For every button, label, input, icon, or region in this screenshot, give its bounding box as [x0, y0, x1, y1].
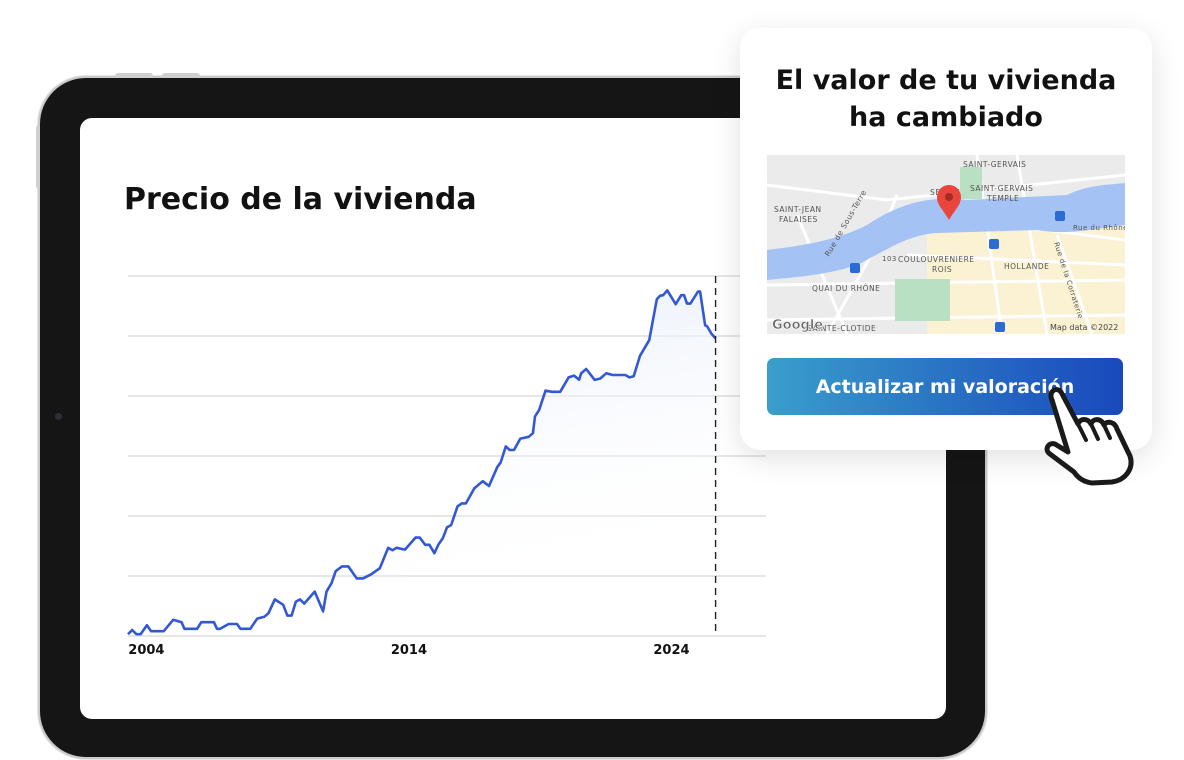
card-title-line-1: El valor de tu vivienda — [775, 65, 1117, 96]
tram-icon — [995, 322, 1005, 332]
card-title-line-2: ha cambiado — [849, 102, 1043, 133]
x-tick-label: 2014 — [391, 643, 427, 658]
valuation-card: El valor de tu vivienda ha cambiado SAIN… — [740, 28, 1152, 450]
map-label: 103 — [882, 255, 897, 263]
map-attribution[interactable]: Map data ©2022 — [1050, 323, 1118, 332]
google-logo: Google — [772, 318, 823, 333]
camera-icon — [55, 413, 62, 420]
park-north — [960, 167, 982, 199]
map-label: FALAISES — [779, 215, 818, 224]
map-label: SAINT-GERVAIS — [963, 160, 1026, 169]
river — [767, 183, 1125, 280]
update-valuation-button[interactable]: Actualizar mi valoración — [767, 358, 1123, 415]
card-title: El valor de tu vivienda ha cambiado — [740, 62, 1152, 136]
tram-icon — [989, 239, 999, 249]
x-tick-label: 2024 — [653, 643, 689, 658]
tram-icon — [850, 263, 860, 273]
map-label: COULOUVRENIERE — [898, 255, 975, 264]
map-label: Rue du Rhône — [1073, 224, 1125, 232]
map-label: SAINT-GERVAIS — [970, 184, 1033, 193]
x-tick-label: 2004 — [128, 643, 164, 658]
tram-icon — [1055, 211, 1065, 221]
transit-icons — [850, 211, 1065, 332]
series-line — [127, 289, 717, 636]
area-fill — [128, 290, 716, 636]
map-label: TEMPLE — [986, 194, 1019, 203]
map[interactable]: SAINT-GERVAIS SEUJET SAINT-GERVAIS TEMPL… — [767, 155, 1125, 334]
map-label: ROIS — [932, 265, 952, 274]
price-chart: 2004 2014 2024 — [127, 275, 766, 658]
map-label: HOLLANDE — [1004, 262, 1049, 271]
map-canvas[interactable]: SAINT-GERVAIS SEUJET SAINT-GERVAIS TEMPL… — [767, 155, 1125, 334]
map-label: SAINT-JEAN — [774, 205, 822, 214]
tablet-button-top-2 — [162, 73, 200, 78]
park — [895, 279, 950, 321]
map-label: SAINTE-CLOTIDE — [807, 324, 876, 333]
map-label: QUAI DU RHÔNE — [812, 284, 880, 293]
pointing-hand-icon — [1044, 387, 1134, 486]
map-pin-icon — [937, 185, 961, 220]
tablet-side-button — [36, 125, 40, 189]
tablet-button-top-1 — [115, 73, 153, 78]
chart-title: Precio de la vivienda — [124, 182, 477, 217]
